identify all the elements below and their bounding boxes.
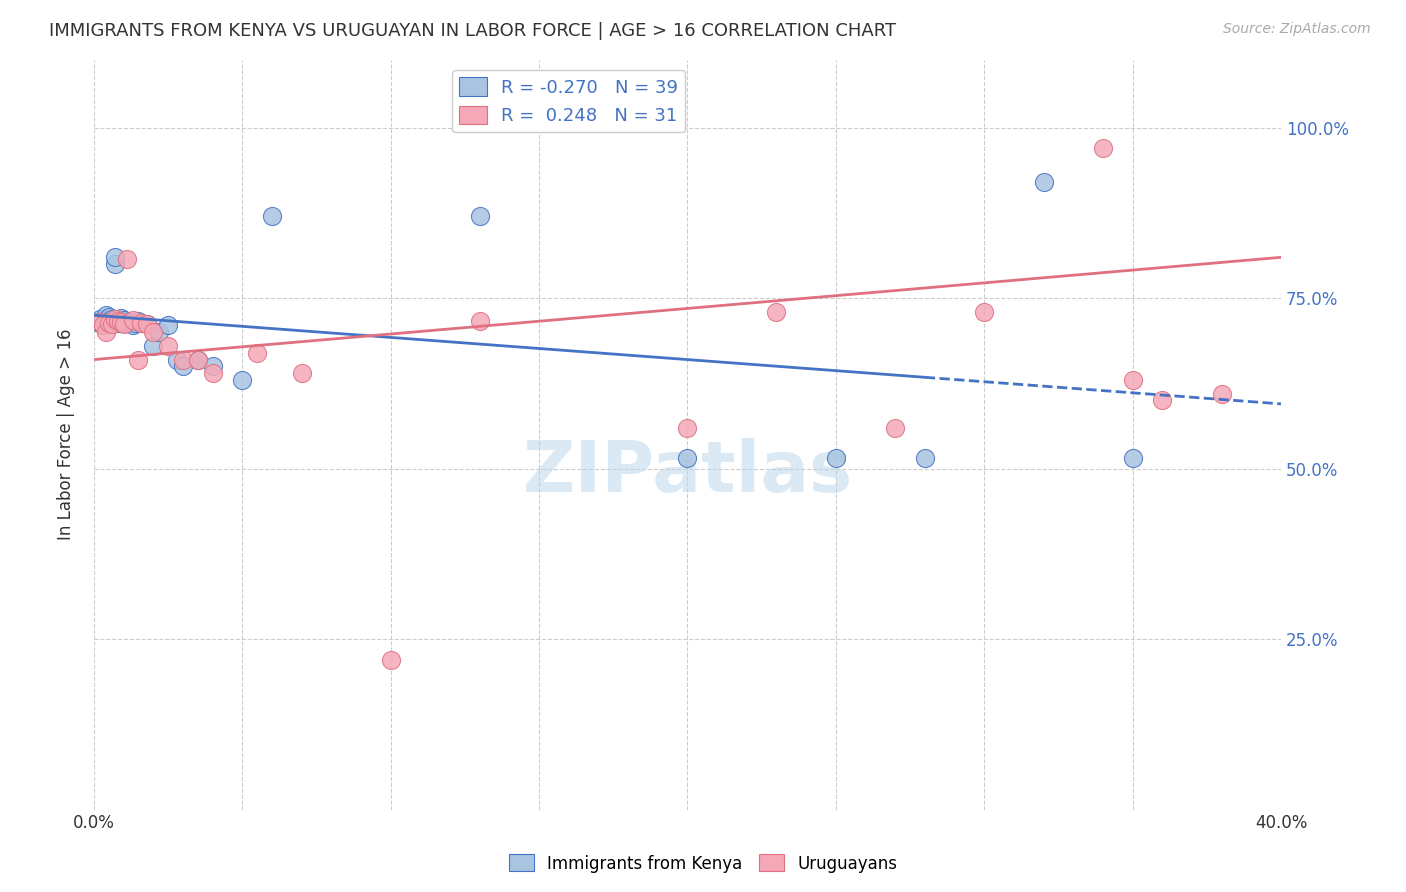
Point bbox=[107, 317, 129, 331]
Legend: Immigrants from Kenya, Uruguayans: Immigrants from Kenya, Uruguayans bbox=[502, 847, 904, 880]
Point bbox=[115, 317, 138, 331]
Point bbox=[112, 317, 135, 331]
Point bbox=[676, 421, 699, 435]
Point bbox=[97, 310, 120, 325]
Legend: R = -0.270   N = 39, R =  0.248   N = 31: R = -0.270 N = 39, R = 0.248 N = 31 bbox=[453, 70, 685, 132]
Point bbox=[97, 316, 120, 330]
Point bbox=[1211, 386, 1233, 401]
Point bbox=[127, 352, 149, 367]
Point bbox=[157, 318, 180, 333]
Point bbox=[104, 250, 127, 264]
Point bbox=[131, 316, 153, 330]
Text: Source: ZipAtlas.com: Source: ZipAtlas.com bbox=[1223, 22, 1371, 37]
Point bbox=[118, 315, 141, 329]
Point bbox=[172, 352, 194, 367]
Point bbox=[86, 315, 108, 329]
Point bbox=[166, 352, 188, 367]
Text: ZIPatlas: ZIPatlas bbox=[523, 438, 852, 507]
Point bbox=[94, 308, 117, 322]
Point bbox=[110, 315, 132, 329]
Point bbox=[973, 305, 995, 319]
Point bbox=[291, 366, 314, 380]
Point bbox=[765, 305, 787, 319]
Point bbox=[107, 314, 129, 328]
Point bbox=[94, 313, 117, 327]
Point bbox=[121, 318, 143, 333]
Point bbox=[100, 317, 122, 331]
Point bbox=[110, 316, 132, 330]
Y-axis label: In Labor Force | Age > 16: In Labor Force | Age > 16 bbox=[58, 329, 75, 541]
Point bbox=[91, 318, 114, 333]
Point bbox=[89, 315, 111, 329]
Point bbox=[201, 359, 224, 374]
Point bbox=[121, 313, 143, 327]
Point bbox=[1152, 393, 1174, 408]
Point bbox=[914, 451, 936, 466]
Point bbox=[157, 339, 180, 353]
Point bbox=[1122, 451, 1144, 466]
Point bbox=[97, 314, 120, 328]
Point bbox=[104, 257, 127, 271]
Point bbox=[94, 326, 117, 340]
Point bbox=[142, 326, 165, 340]
Point bbox=[127, 314, 149, 328]
Point bbox=[1091, 141, 1114, 155]
Point bbox=[468, 314, 491, 328]
Point bbox=[89, 311, 111, 326]
Point bbox=[131, 316, 153, 330]
Point bbox=[136, 317, 159, 331]
Point bbox=[112, 314, 135, 328]
Text: IMMIGRANTS FROM KENYA VS URUGUAYAN IN LABOR FORCE | AGE > 16 CORRELATION CHART: IMMIGRANTS FROM KENYA VS URUGUAYAN IN LA… bbox=[49, 22, 897, 40]
Point bbox=[107, 314, 129, 328]
Point bbox=[380, 652, 402, 666]
Point bbox=[187, 352, 209, 367]
Point bbox=[187, 352, 209, 367]
Point bbox=[246, 345, 269, 359]
Point bbox=[468, 210, 491, 224]
Point bbox=[824, 451, 846, 466]
Point bbox=[136, 317, 159, 331]
Point bbox=[104, 311, 127, 326]
Point bbox=[676, 451, 699, 466]
Point bbox=[110, 310, 132, 325]
Point bbox=[1032, 175, 1054, 189]
Point bbox=[142, 339, 165, 353]
Point bbox=[201, 366, 224, 380]
Point bbox=[884, 421, 907, 435]
Point bbox=[100, 317, 122, 331]
Point bbox=[1122, 373, 1144, 387]
Point bbox=[172, 359, 194, 374]
Point bbox=[148, 326, 170, 340]
Point bbox=[115, 252, 138, 266]
Point bbox=[231, 373, 253, 387]
Point bbox=[112, 313, 135, 327]
Point bbox=[124, 316, 146, 330]
Point bbox=[260, 210, 283, 224]
Point bbox=[100, 312, 122, 326]
Point bbox=[91, 318, 114, 333]
